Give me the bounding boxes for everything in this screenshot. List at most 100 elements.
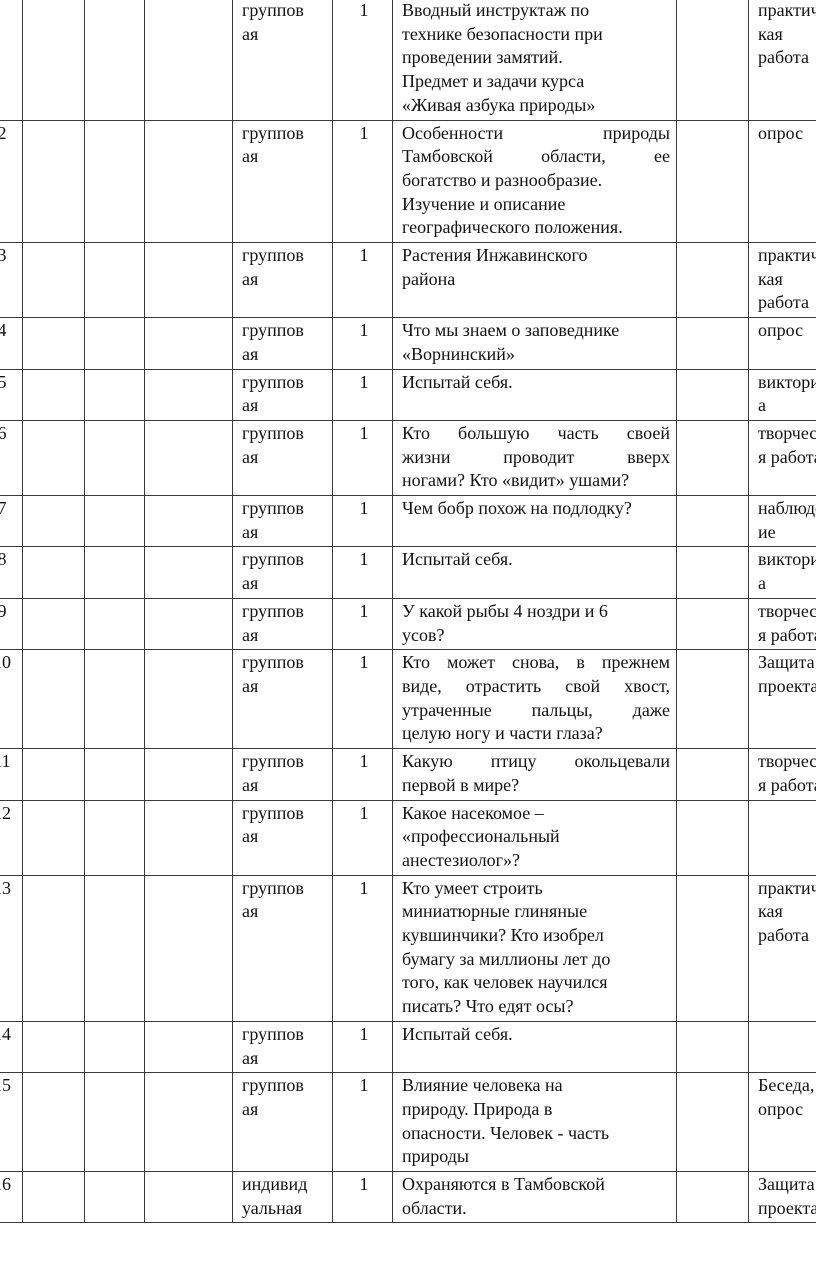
topic-cell: Испытай себя. — [392, 546, 677, 599]
hours-cell: 1 — [332, 368, 393, 421]
topic-cell: Испытай себя. — [392, 368, 677, 421]
empty-cell — [84, 546, 145, 599]
row-number-cell: 7 — [0, 495, 23, 548]
empty-cell — [84, 748, 145, 801]
empty-cell — [22, 368, 85, 421]
empty-cell — [84, 1072, 145, 1173]
topic-cell: Какое насекомое – «профессиональный анесте… — [392, 799, 677, 876]
empty-cell — [144, 1171, 233, 1224]
assessment-cell — [748, 799, 816, 876]
empty-cell — [676, 546, 749, 599]
form-of-work-cell: индивид уальная — [232, 1171, 333, 1224]
assessment-cell: опрос — [748, 317, 816, 370]
empty-cell — [22, 874, 85, 1022]
empty-cell — [144, 119, 233, 244]
row-number-cell: 16 — [0, 1171, 23, 1224]
empty-cell — [676, 649, 749, 750]
form-of-work-cell: группов ая — [232, 368, 333, 421]
form-of-work-cell: группов ая — [232, 119, 333, 244]
row-number-cell — [0, 0, 23, 121]
hours-cell: 1 — [332, 874, 393, 1022]
table-row: 2 группов ая 1 Особенности природы Тамбовс… — [0, 119, 816, 244]
empty-cell — [22, 748, 85, 801]
empty-cell — [676, 1072, 749, 1173]
empty-cell — [144, 1072, 233, 1173]
empty-cell — [676, 1171, 749, 1224]
empty-cell — [84, 649, 145, 750]
empty-cell — [676, 419, 749, 497]
row-number-cell: 6 — [0, 419, 23, 497]
empty-cell — [676, 242, 749, 319]
empty-cell — [144, 546, 233, 599]
form-of-work-cell: группов ая — [232, 1072, 333, 1173]
form-of-work-cell: группов ая — [232, 242, 333, 319]
form-of-work-cell: группов ая — [232, 0, 333, 121]
hours-cell: 1 — [332, 1072, 393, 1173]
empty-cell — [22, 495, 85, 548]
row-number-cell: 15 — [0, 1072, 23, 1173]
empty-cell — [144, 649, 233, 750]
lesson-plan-table: группов ая 1 Вводный инструктаж по технике… — [0, 0, 816, 1224]
hours-cell: 1 — [332, 419, 393, 497]
assessment-cell: практическаяработа — [748, 874, 816, 1022]
empty-cell — [84, 874, 145, 1022]
row-number-cell: 12 — [0, 799, 23, 876]
empty-cell — [84, 799, 145, 876]
empty-cell — [676, 1020, 749, 1074]
empty-cell — [676, 748, 749, 801]
empty-cell — [676, 0, 749, 121]
empty-cell — [84, 0, 145, 121]
empty-cell — [22, 1072, 85, 1173]
empty-cell — [144, 419, 233, 497]
topic-cell: У какой рыбы 4 ноздри и 6 усов? — [392, 597, 677, 651]
empty-cell — [22, 799, 85, 876]
row-number-cell: 14 — [0, 1020, 23, 1074]
empty-cell — [144, 317, 233, 370]
empty-cell — [22, 1020, 85, 1074]
table-row: 7 группов ая 1 Чем бобр похож на подлодку… — [0, 495, 816, 548]
assessment-cell — [748, 1020, 816, 1074]
hours-cell: 1 — [332, 495, 393, 548]
empty-cell — [84, 317, 145, 370]
hours-cell: 1 — [332, 242, 393, 319]
topic-cell: Чем бобр похож на подлодку? — [392, 495, 677, 548]
topic-cell: Влияние человека на природу. Природа в опа… — [392, 1072, 677, 1173]
assessment-cell: Беседа, опрос — [748, 1072, 816, 1173]
hours-cell: 1 — [332, 799, 393, 876]
topic-cell: Кто большую часть своей жизни проводит вв… — [392, 419, 677, 497]
empty-cell — [144, 748, 233, 801]
form-of-work-cell: группов ая — [232, 317, 333, 370]
empty-cell — [22, 546, 85, 599]
hours-cell: 1 — [332, 546, 393, 599]
assessment-cell: практическаяработа — [748, 242, 816, 319]
empty-cell — [22, 0, 85, 121]
assessment-cell: творческая работа — [748, 597, 816, 651]
assessment-cell: практическаяработа — [748, 0, 816, 121]
assessment-cell: творческая работа — [748, 419, 816, 497]
empty-cell — [144, 495, 233, 548]
assessment-cell: наблюдение — [748, 495, 816, 548]
empty-cell — [144, 874, 233, 1022]
table-row: 3 группов ая 1 Растения Инжавинского район… — [0, 242, 816, 319]
topic-cell: Кто может снова, в прежнем виде, отрастит… — [392, 649, 677, 750]
assessment-cell: викторина — [748, 546, 816, 599]
row-number-cell: 5 — [0, 368, 23, 421]
hours-cell: 1 — [332, 119, 393, 244]
hours-cell: 1 — [332, 1171, 393, 1224]
table-row: группов ая 1 Вводный инструктаж по технике… — [0, 0, 816, 121]
empty-cell — [144, 597, 233, 651]
empty-cell — [84, 597, 145, 651]
assessment-cell: Защита проекта — [748, 649, 816, 750]
topic-cell: Испытай себя. — [392, 1020, 677, 1074]
assessment-cell: творческая работа — [748, 748, 816, 801]
assessment-cell: Защита проекта — [748, 1171, 816, 1224]
empty-cell — [676, 317, 749, 370]
empty-cell — [144, 0, 233, 121]
empty-cell — [84, 1171, 145, 1224]
table-row: 6 группов ая 1 Кто большую часть своей жиз… — [0, 419, 816, 497]
empty-cell — [84, 119, 145, 244]
